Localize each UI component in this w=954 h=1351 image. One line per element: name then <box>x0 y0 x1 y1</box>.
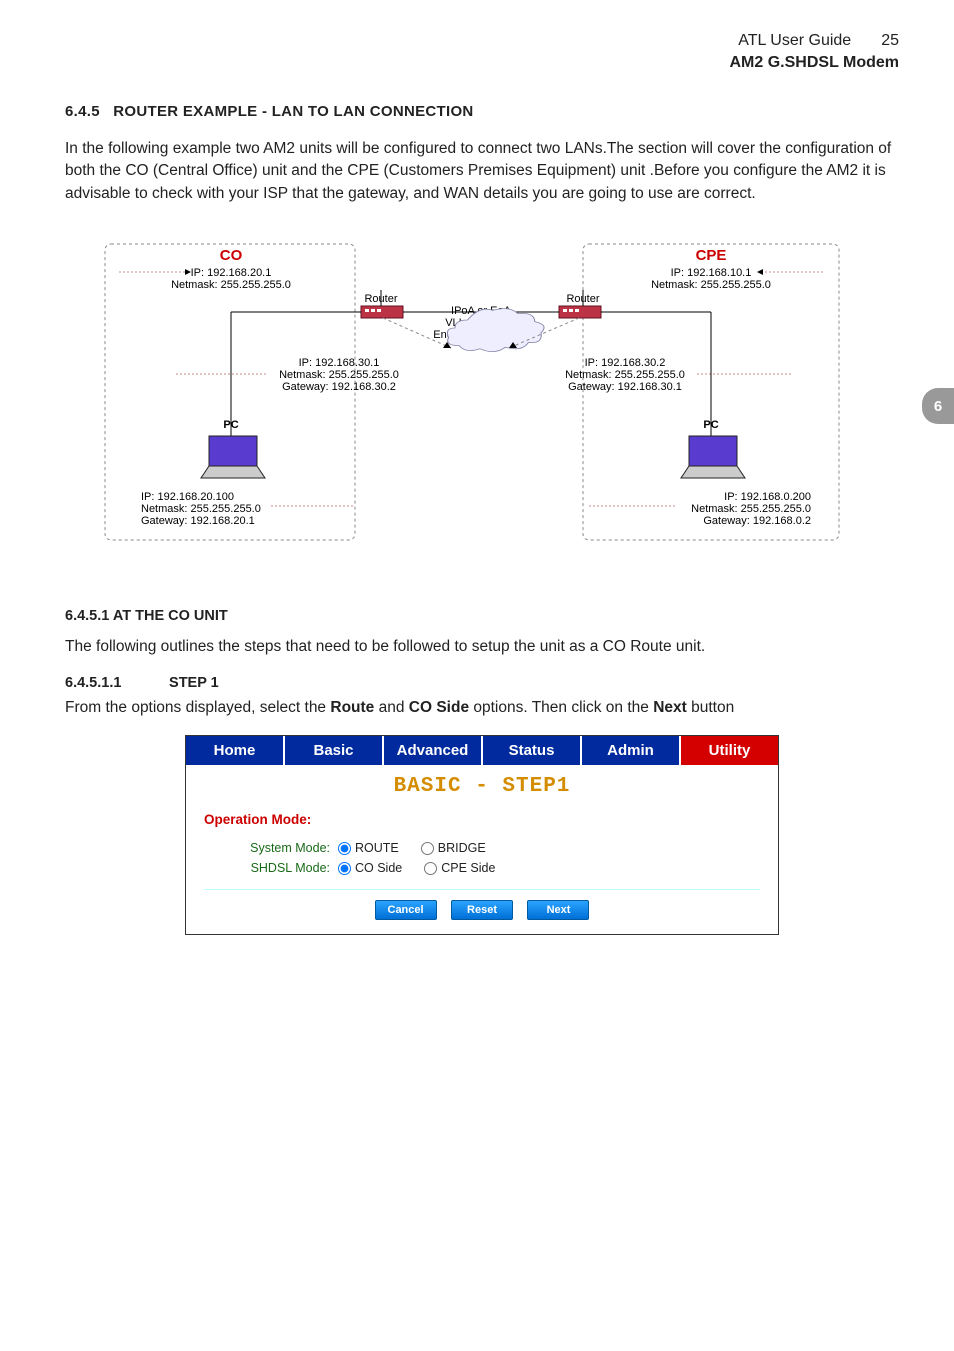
section-heading: 6.4.5 ROUTER EXAMPLE - LAN TO LAN CONNEC… <box>65 103 899 120</box>
router-icon <box>361 306 403 318</box>
tab-home[interactable]: Home <box>186 736 285 767</box>
svg-text:IP: 192.168.20.1: IP: 192.168.20.1 <box>191 267 272 279</box>
svg-text:Gateway: 192.168.30.2: Gateway: 192.168.30.2 <box>282 381 396 393</box>
reset-button[interactable]: Reset <box>451 900 513 920</box>
svg-text:Netmask: 255.255.255.0: Netmask: 255.255.255.0 <box>141 503 261 515</box>
radio-route[interactable] <box>338 842 351 855</box>
radio-co-side-label: CO Side <box>355 861 402 875</box>
radio-bridge-label: BRIDGE <box>438 841 486 855</box>
section-number: 6.4.5 <box>65 103 100 120</box>
button-row: Cancel Reset Next <box>204 900 760 920</box>
subsection-text: The following outlines the steps that ne… <box>65 636 899 658</box>
page-number: 25 <box>881 32 899 49</box>
laptop-icon <box>681 436 745 478</box>
tab-bar: Home Basic Advanced Status Admin Utility <box>186 736 778 767</box>
chapter-tab: 6 <box>922 388 954 424</box>
co-title: CO <box>220 247 243 264</box>
svg-text:Gateway: 192.168.0.2: Gateway: 192.168.0.2 <box>703 515 811 527</box>
panel-title: BASIC - STEP1 <box>204 773 760 812</box>
step-number: 6.4.5.1.1 <box>65 675 165 691</box>
svg-text:Gateway: 192.168.30.1: Gateway: 192.168.30.1 <box>568 381 682 393</box>
svg-text:IP: 192.168.20.100: IP: 192.168.20.100 <box>141 491 234 503</box>
section-intro: In the following example two AM2 units w… <box>65 138 899 205</box>
operation-mode-label: Operation Mode: <box>204 812 760 827</box>
svg-text:Netmask: 255.255.255.0: Netmask: 255.255.255.0 <box>651 279 771 291</box>
tab-advanced[interactable]: Advanced <box>384 736 483 767</box>
tab-status[interactable]: Status <box>483 736 582 767</box>
svg-text:Netmask: 255.255.255.0: Netmask: 255.255.255.0 <box>279 369 399 381</box>
next-button[interactable]: Next <box>527 900 589 920</box>
svg-text:IP: 192.168.10.1: IP: 192.168.10.1 <box>671 267 752 279</box>
section-title: ROUTER EXAMPLE - LAN TO LAN CONNECTION <box>113 103 473 120</box>
step-heading: 6.4.5.1.1 STEP 1 <box>65 675 899 691</box>
network-diagram: CO CPE IP: 192.168.20.1 Netmask: 255.255… <box>91 240 873 548</box>
ui-screenshot: Home Basic Advanced Status Admin Utility… <box>185 735 779 935</box>
step-text: From the options displayed, select the R… <box>65 697 899 719</box>
svg-text:IP: 192.168.30.1: IP: 192.168.30.1 <box>299 357 380 369</box>
radio-route-label: ROUTE <box>355 841 399 855</box>
guide-title: ATL User Guide <box>738 32 851 49</box>
svg-text:Gateway: 192.168.20.1: Gateway: 192.168.20.1 <box>141 515 255 527</box>
svg-text:IP: 192.168.30.2: IP: 192.168.30.2 <box>585 357 666 369</box>
svg-text:Netmask: 255.255.255.0: Netmask: 255.255.255.0 <box>691 503 811 515</box>
laptop-icon <box>201 436 265 478</box>
tab-admin[interactable]: Admin <box>582 736 681 767</box>
svg-text:Netmask: 255.255.255.0: Netmask: 255.255.255.0 <box>171 279 291 291</box>
system-mode-row: System Mode: ROUTE BRIDGE <box>204 841 760 855</box>
router-icon <box>559 306 601 318</box>
radio-bridge[interactable] <box>421 842 434 855</box>
subsection-heading: 6.4.5.1 AT THE CO UNIT <box>65 608 899 624</box>
page-header: ATL User Guide 25 AM2 G.SHDSL Modem <box>65 30 899 75</box>
radio-cpe-side-label: CPE Side <box>441 861 495 875</box>
system-mode-label: System Mode: <box>240 841 330 855</box>
subsection-number: 6.4.5.1 <box>65 608 109 624</box>
config-panel: BASIC - STEP1 Operation Mode: System Mod… <box>186 767 778 934</box>
shdsl-mode-row: SHDSL Mode: CO Side CPE Side <box>204 861 760 875</box>
tab-utility[interactable]: Utility <box>681 736 778 767</box>
cancel-button[interactable]: Cancel <box>375 900 437 920</box>
subsection-title: AT THE CO UNIT <box>113 608 228 624</box>
cpe-title: CPE <box>696 247 727 264</box>
radio-co-side[interactable] <box>338 862 351 875</box>
divider <box>204 889 760 890</box>
tab-basic[interactable]: Basic <box>285 736 384 767</box>
step-title: STEP 1 <box>169 675 219 691</box>
model-name: AM2 G.SHDSL Modem <box>730 54 900 71</box>
svg-text:Netmask: 255.255.255.0: Netmask: 255.255.255.0 <box>565 369 685 381</box>
radio-cpe-side[interactable] <box>424 862 437 875</box>
svg-text:IP: 192.168.0.200: IP: 192.168.0.200 <box>724 491 811 503</box>
shdsl-mode-label: SHDSL Mode: <box>240 861 330 875</box>
